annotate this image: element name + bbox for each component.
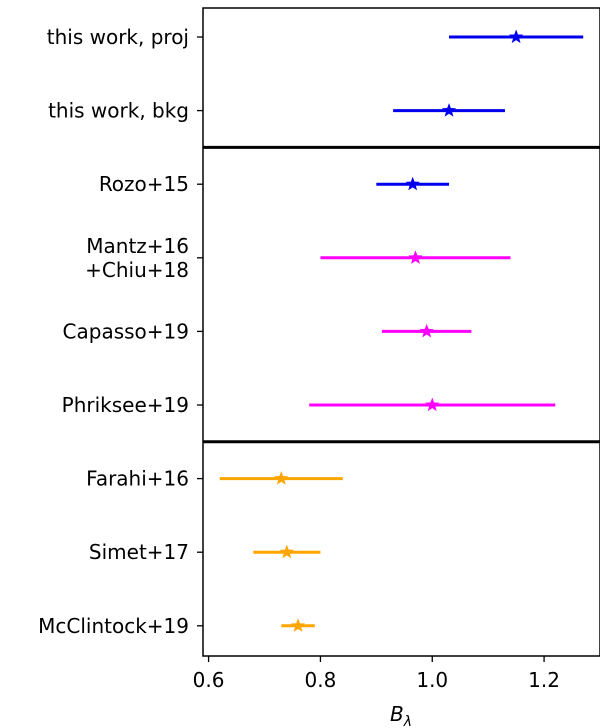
x-tick-label-3: 1.0 — [416, 668, 448, 692]
point-marker-7 — [274, 471, 289, 485]
x-axis-label: Bλ — [390, 702, 412, 728]
y-label-4-line-1: Mantz+16 — [86, 234, 189, 258]
point-marker-8 — [279, 544, 295, 559]
error-bars — [219, 29, 584, 632]
y-label-2: this work, bkg — [48, 99, 189, 123]
y-label-5: Capasso+19 — [63, 319, 189, 343]
y-tick-labels: this work, proj this work, bkg Rozo+15 Mant… — [38, 25, 203, 638]
point-marker-1 — [508, 29, 524, 44]
point-marker-4 — [408, 250, 423, 264]
point-marker-2 — [441, 103, 457, 117]
y-label-6: Phriksee+19 — [62, 393, 189, 417]
y-label-9: McClintock+19 — [38, 614, 189, 638]
y-label-7: Farahi+16 — [86, 467, 189, 491]
y-label-8: Simet+17 — [89, 540, 189, 564]
point-marker-3 — [405, 176, 420, 191]
group-separators — [203, 145, 600, 444]
point-marker-6 — [425, 397, 440, 412]
point-marker-9 — [290, 618, 306, 632]
x-tick-label-2: 0.8 — [305, 668, 337, 692]
x-tick-label-1: 0.6 — [193, 668, 225, 692]
x-axis-ticks: 0.6 0.8 1.0 1.2 — [193, 656, 560, 692]
y-label-3: Rozo+15 — [99, 172, 189, 196]
x-tick-label-4: 1.2 — [528, 668, 560, 692]
x-axis-label-subscript: λ — [403, 714, 412, 728]
x-axis-label-main: B — [390, 702, 404, 726]
point-marker-5 — [419, 323, 434, 338]
y-label-1: this work, proj — [47, 25, 189, 49]
y-label-4-line-2: +Chiu+18 — [85, 258, 189, 282]
